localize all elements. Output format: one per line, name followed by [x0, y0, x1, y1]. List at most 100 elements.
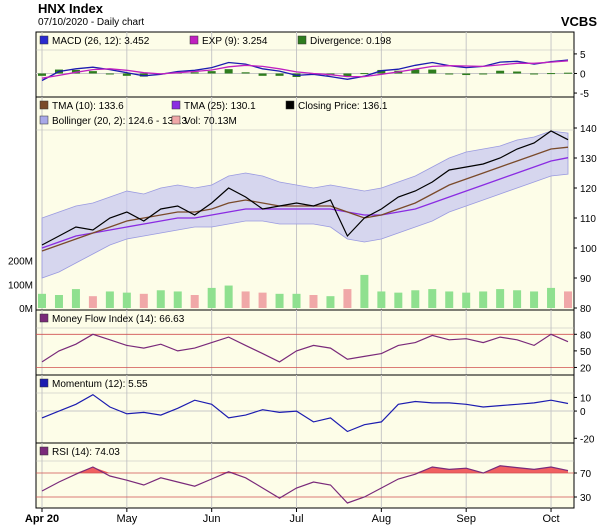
volume-bar — [156, 290, 165, 308]
y-tick-label: 80 — [580, 304, 592, 315]
volume-bar — [241, 291, 250, 308]
legend-swatch — [39, 35, 49, 45]
divergence-bar — [360, 73, 369, 75]
volume-bar — [190, 295, 199, 308]
volume-bar — [105, 291, 114, 308]
divergence-bar — [564, 72, 572, 74]
divergence-bar — [547, 73, 556, 75]
divergence-bar — [88, 71, 97, 74]
legend-label: Closing Price: 136.1 — [298, 101, 388, 112]
divergence-bar — [462, 73, 471, 76]
x-tick-label: Apr 20 — [25, 513, 59, 525]
x-tick-label: Jul — [289, 513, 303, 525]
divergence-bar — [530, 73, 539, 75]
volume-bar — [309, 295, 318, 308]
legend-swatch — [39, 100, 49, 110]
volume-bar — [343, 289, 352, 308]
panel-momentum — [35, 374, 575, 444]
volume-tick-label: 0M — [19, 304, 33, 315]
rsi-line — [41, 465, 569, 504]
divergence-bar — [343, 73, 352, 77]
divergence-bar — [139, 73, 148, 77]
volume-bar — [54, 295, 63, 308]
legend-label: MACD (26, 12): 3.452 — [52, 36, 150, 47]
chart-subtitle: 07/10/2020 - Daily chart — [38, 17, 145, 28]
brand-label: VCBS — [560, 14, 597, 29]
divergence-bar — [224, 69, 233, 74]
legend-label: TMA (10): 133.6 — [52, 101, 124, 112]
tma10-line — [41, 146, 569, 252]
divergence-bar — [275, 73, 284, 76]
divergence-bar — [377, 69, 386, 74]
volume-tick-label: 200M — [8, 257, 33, 268]
volume-bar — [547, 287, 556, 308]
volume-bar — [530, 291, 539, 308]
divergence-bar — [105, 73, 114, 75]
x-tick-label: Sep — [456, 513, 476, 525]
divergence-bar — [513, 71, 522, 74]
volume-bar — [71, 289, 80, 308]
divergence-bar — [38, 73, 46, 76]
mfi-line — [41, 333, 569, 363]
y-tick-label: 0 — [580, 69, 586, 80]
legend-label: Momentum (12): 5.55 — [52, 379, 148, 390]
legend-label: Bollinger (20, 2): 124.6 - 138.3 — [52, 116, 188, 127]
y-tick-label: 50 — [580, 347, 592, 358]
divergence-bar — [241, 72, 250, 74]
y-tick-label: 20 — [580, 363, 592, 374]
divergence-bar — [445, 73, 454, 75]
y-tick-label: 10 — [580, 393, 592, 404]
legend-swatch — [39, 313, 49, 323]
divergence-bar — [122, 73, 131, 76]
chart-title: HNX Index — [38, 1, 104, 16]
volume-bar — [207, 287, 216, 308]
tma25-line — [41, 157, 569, 249]
y-tick-label: 0 — [580, 407, 586, 418]
volume-bar — [275, 293, 284, 308]
divergence-bar — [411, 69, 420, 74]
y-tick-label: 70 — [580, 469, 592, 480]
y-tick-label: 80 — [580, 330, 592, 341]
divergence-bar — [207, 71, 216, 74]
volume-bar — [445, 291, 454, 308]
y-tick-label: 130 — [580, 154, 597, 165]
volume-bar — [173, 291, 182, 308]
volume-bar — [224, 285, 233, 308]
x-tick-label: Oct — [542, 513, 559, 525]
closing-price-line — [41, 130, 569, 246]
y-tick-label: 100 — [580, 244, 597, 255]
volume-bar — [258, 292, 267, 308]
x-tick-label: May — [116, 513, 137, 525]
volume-bar — [292, 293, 301, 308]
volume-bar — [122, 292, 131, 308]
legend-swatch — [39, 115, 49, 125]
volume-bar — [411, 290, 420, 308]
legend-swatch — [171, 115, 181, 125]
divergence-bar — [428, 69, 437, 74]
y-tick-label: 5 — [580, 50, 586, 61]
legend-swatch — [39, 378, 49, 388]
volume-bar — [462, 292, 471, 308]
divergence-bar — [190, 72, 199, 74]
volume-bar — [38, 293, 46, 308]
legend-label: Divergence: 0.198 — [310, 36, 392, 47]
y-tick-label: 30 — [580, 493, 592, 504]
volume-bar — [139, 293, 148, 308]
y-tick-label: 140 — [580, 124, 597, 135]
volume-bar — [326, 296, 335, 308]
volume-bar — [428, 289, 437, 308]
exp-line — [41, 60, 569, 79]
legend-swatch — [189, 35, 199, 45]
volume-bar — [496, 289, 505, 308]
divergence-bar — [496, 70, 505, 74]
y-tick-label: -5 — [580, 89, 589, 100]
volume-bar — [394, 292, 403, 308]
y-tick-label: -20 — [580, 434, 595, 445]
momentum-line — [41, 393, 569, 433]
legend-label: TMA (25): 130.1 — [184, 101, 256, 112]
legend-swatch — [171, 100, 181, 110]
volume-bar — [513, 290, 522, 308]
legend-label: RSI (14): 74.03 — [52, 447, 120, 458]
volume-bar — [479, 291, 488, 308]
